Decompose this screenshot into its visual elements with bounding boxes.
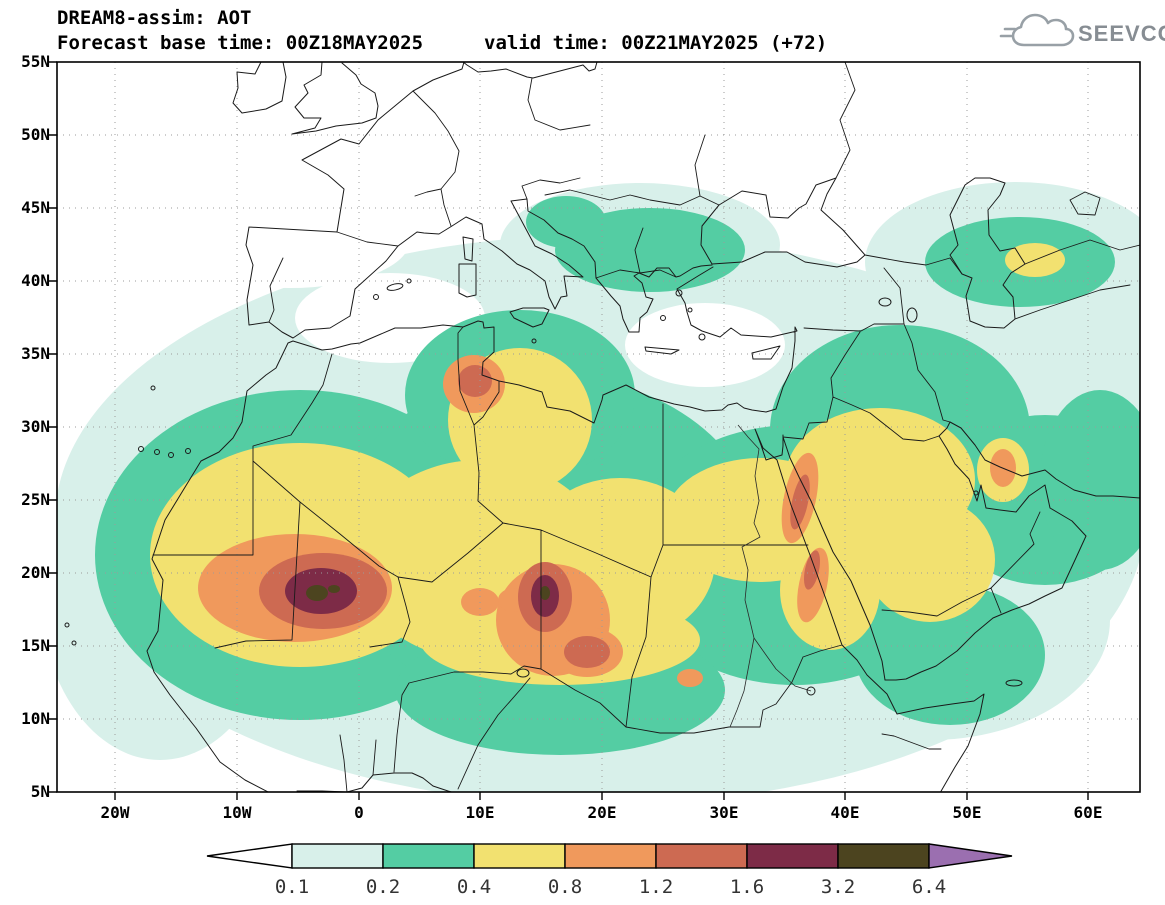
legend-label: 0.1 [275,876,309,898]
legend-label: 1.6 [730,876,764,898]
lat-tick-label: 30N [21,417,50,436]
colorbar-segment [473,843,566,869]
lon-axis: 20W 10W 0 10E 20E 30E 40E 50E 60E [101,803,1103,822]
lat-axis: 55N 50N 45N 40N 35N 30N 25N 20N 15N 10N … [21,52,50,801]
colorbar-segment [655,843,748,869]
lon-tick-label: 10W [223,803,252,822]
axis-tick-marks [49,61,1089,800]
colorbar-segment [746,843,839,869]
cloud-icon [1011,13,1075,47]
lat-tick-label: 45N [21,198,50,217]
colorbar-segment [564,843,657,869]
lat-tick-label: 40N [21,271,50,290]
legend-label: 6.4 [912,876,946,898]
lat-tick-label: 55N [21,52,50,71]
lon-tick-label: 20E [588,803,617,822]
lat-tick-label: 35N [21,344,50,363]
aot-fill-3-2 [306,585,550,601]
lat-tick-label: 10N [21,709,50,728]
legend-label: 3.2 [821,876,855,898]
lat-tick-label: 5N [31,782,50,801]
graticule-gridlines [57,62,1140,792]
legend-label: 0.4 [457,876,491,898]
lon-tick-label: 20W [101,803,130,822]
valid-time-label: valid time: 00Z21MAY2025 (+72) [484,32,827,54]
legend-label: 0.2 [366,876,400,898]
lon-tick-label: 10E [466,803,495,822]
lon-tick-label: 40E [831,803,860,822]
nile-river [729,424,812,728]
lat-tick-label: 50N [21,125,50,144]
legend-label: 1.2 [639,876,673,898]
islands-and-lakes [64,278,1023,696]
seevccc-logo: SEEVCCC [999,13,1165,47]
colorbar-segment [382,843,475,869]
lat-tick-label: 25N [21,490,50,509]
lat-tick-label: 15N [21,636,50,655]
colorbar: 0.1 0.2 0.4 0.8 1.2 1.6 3.2 6.4 [206,843,1013,898]
lon-tick-label: 30E [710,803,739,822]
lon-tick-label: 50E [953,803,982,822]
map-plot-area [57,62,1140,792]
colorbar-left-arrow [206,843,293,869]
lon-tick-label: 0 [354,803,364,822]
legend-label: 0.8 [548,876,582,898]
colorbar-segment [291,843,384,869]
forecast-base-time-label: Forecast base time: 00Z18MAY2025 [57,32,423,54]
logo-text: SEEVCCC [1078,21,1165,46]
page-title: DREAM8-assim: AOT [57,7,251,29]
colorbar-segment [837,843,930,869]
lat-tick-label: 20N [21,563,50,582]
cloud-wind-lines-icon [999,27,1017,38]
colorbar-right-arrow [928,843,1013,869]
country-borders [152,62,1140,792]
lon-tick-label: 60E [1074,803,1103,822]
